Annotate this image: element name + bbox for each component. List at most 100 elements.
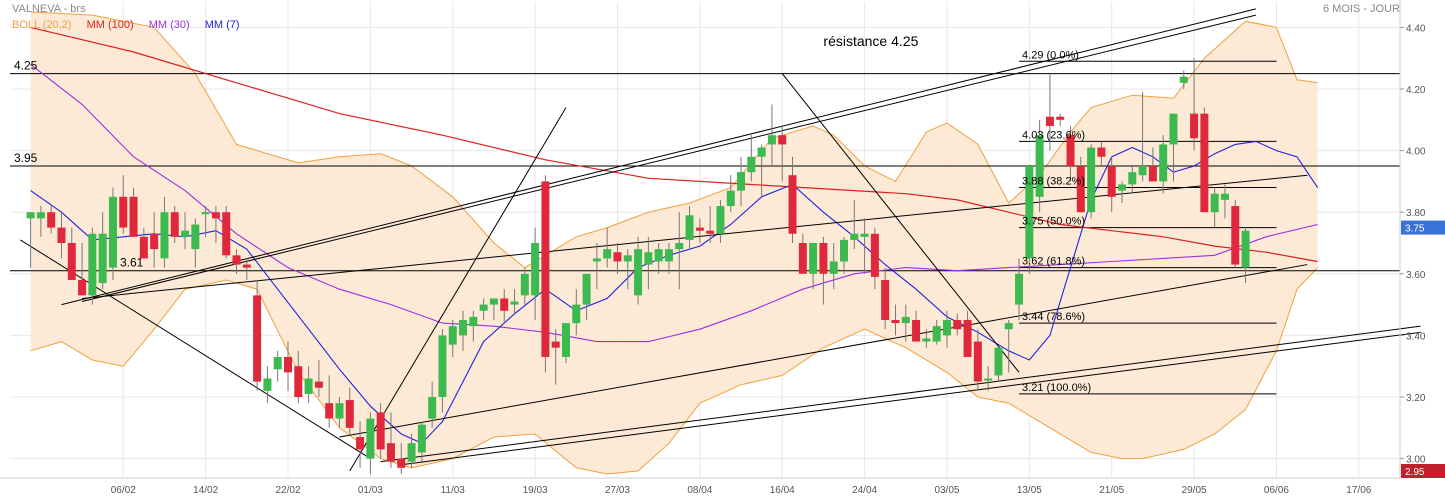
candle (1190, 58, 1199, 151)
trendline (81, 14, 1256, 303)
candle-body (603, 249, 612, 259)
candle-body (984, 378, 993, 381)
candle-body (78, 279, 87, 296)
candle-body (67, 243, 76, 280)
candle-body (222, 212, 231, 256)
candle-body (386, 443, 395, 462)
candle (242, 258, 251, 280)
y-tick-label: 3.80 (1406, 208, 1426, 219)
candle (778, 125, 787, 182)
candle (1138, 92, 1147, 182)
candle-body (664, 249, 673, 262)
candle-body (232, 255, 241, 265)
candle-body (273, 356, 282, 370)
candle-body (1118, 184, 1126, 191)
candle-body (860, 233, 869, 237)
candle-body (139, 236, 148, 259)
candle (386, 412, 395, 468)
candle (479, 298, 488, 320)
candle-body (1076, 166, 1085, 213)
candle-body (129, 196, 138, 237)
candle (448, 320, 457, 357)
candle-body (500, 298, 509, 311)
candle (562, 323, 570, 364)
candle-body (798, 243, 807, 274)
candle-body (1169, 113, 1178, 145)
candle-body (335, 403, 344, 419)
candle (953, 313, 962, 336)
candle-body (572, 304, 581, 324)
candle-body (726, 190, 735, 207)
current-price-label: 3.75 (1405, 224, 1425, 235)
candle-body (448, 326, 457, 345)
candle (510, 289, 519, 314)
candle (592, 243, 601, 290)
trendline (61, 8, 1256, 306)
x-tick-label: 29/05 (1182, 485, 1207, 496)
ma30-line (30, 63, 1318, 343)
candle-body (1241, 230, 1250, 268)
candle (881, 267, 890, 330)
candle (108, 187, 117, 280)
candle (901, 304, 910, 342)
candle-body (284, 356, 292, 373)
candle (314, 360, 323, 397)
candle-body (520, 273, 529, 296)
candle-body (592, 258, 601, 262)
candle (798, 233, 807, 274)
candle-body (675, 243, 684, 250)
candle (541, 175, 550, 373)
candle (78, 243, 87, 296)
fib-label: 3.21 (100.0%) (1022, 382, 1091, 394)
candle-body (325, 403, 334, 419)
y-tick-label: 4.00 (1406, 147, 1426, 158)
candle-body (901, 316, 910, 324)
candle (1056, 113, 1065, 126)
candle (932, 320, 941, 345)
candle (675, 212, 684, 290)
candle (623, 249, 632, 290)
candle (222, 206, 231, 259)
candle-body (428, 397, 437, 419)
candle (520, 267, 529, 305)
x-tick-label: 03/05 (934, 485, 959, 496)
candle-body (1190, 113, 1199, 139)
candle-body (108, 196, 117, 268)
candle (500, 289, 509, 324)
candle (716, 199, 725, 243)
candle-body (1066, 135, 1075, 166)
candle-body (613, 252, 622, 262)
candle-body (181, 230, 190, 237)
candle (664, 243, 673, 274)
trendline (339, 264, 1308, 438)
candle-body (88, 233, 97, 296)
candle-body (1025, 166, 1034, 259)
candle-body (953, 320, 962, 330)
candle (1148, 147, 1157, 182)
x-tick-label: 24/04 (852, 485, 877, 496)
candle (98, 212, 107, 290)
candle-body (840, 239, 848, 262)
y-tick-label: 3.60 (1406, 270, 1426, 281)
candle-body (973, 341, 982, 382)
candle (942, 310, 951, 348)
candle-body (417, 424, 426, 453)
candle-body (870, 233, 879, 277)
candle (788, 156, 797, 243)
candle-body (263, 378, 272, 391)
y-tick-label: 3.40 (1406, 331, 1426, 342)
candle (150, 212, 159, 268)
candle-body (654, 249, 663, 262)
candle-body (850, 233, 859, 240)
candle (211, 206, 220, 243)
candle-body (160, 212, 169, 259)
candle-body (695, 227, 704, 231)
x-tick-label: 16/04 (770, 485, 795, 496)
candle-body (242, 264, 251, 268)
candle (232, 249, 241, 274)
candle (67, 227, 76, 280)
candle-body (788, 175, 797, 234)
x-tick-label: 19/03 (523, 485, 548, 496)
fib-label: 3.75 (50.0%) (1022, 216, 1085, 228)
